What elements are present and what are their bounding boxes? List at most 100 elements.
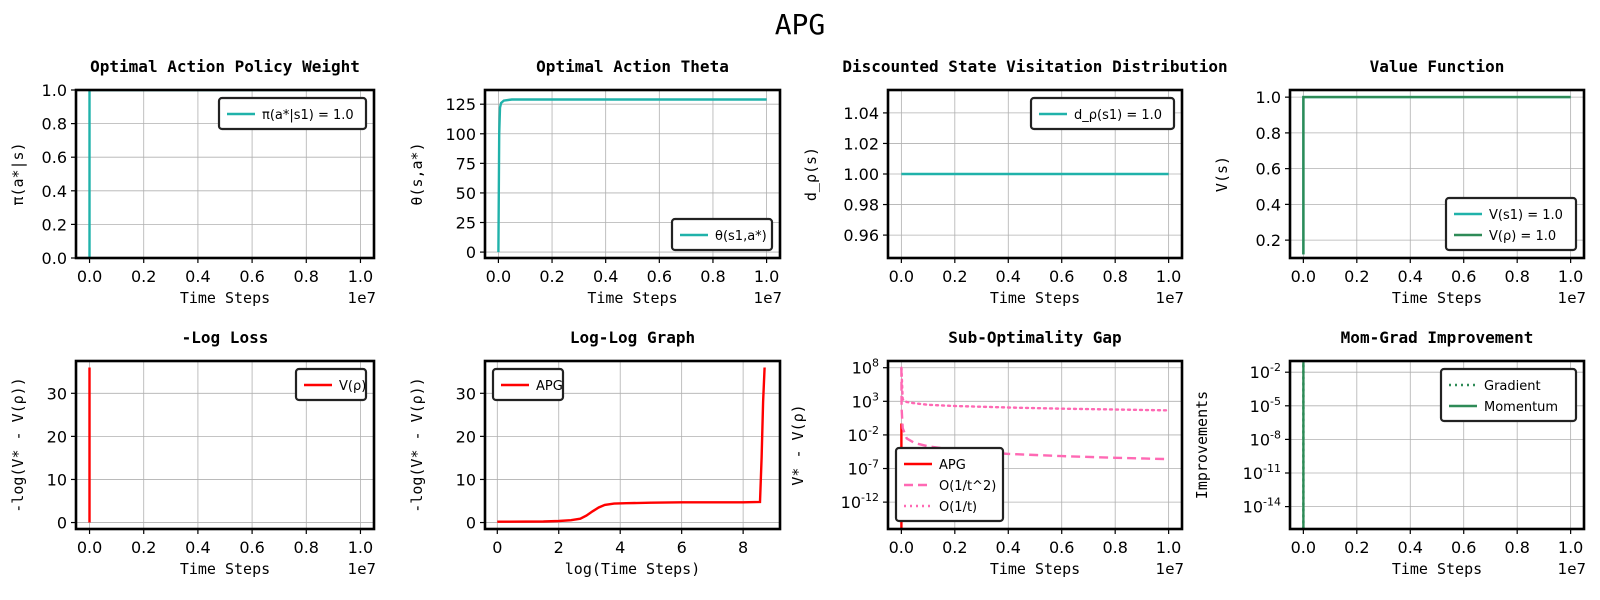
series-line	[497, 98, 767, 253]
y-tick-label: 75	[456, 154, 476, 173]
x-axis-label: Time Steps	[1392, 289, 1482, 307]
subplot-1: 0.0 0.2 0.4 0.6 0.8 1.0 0.0 0.2 0.4 0.6 0.8 1.0 Opti…	[9, 57, 376, 307]
x-tick-label: 0.6	[1049, 267, 1074, 286]
y-tick-label: 125	[445, 95, 476, 114]
x-axis-label: log(Time Steps)	[565, 560, 700, 578]
x-tick-label: 0.4	[1398, 267, 1423, 286]
x-tick-label: 0.8	[294, 538, 319, 557]
y-tick-label: 100	[445, 125, 476, 144]
subplot-7: 0.0 0.2 0.4 0.6 0.8 1.0 108 103 10-2 10-7 10-12 Sub…	[789, 328, 1184, 578]
y-tick-label: 0	[57, 514, 67, 533]
y-tick-label: 1.00	[843, 165, 879, 184]
x-tick-label: 0.0	[889, 538, 914, 557]
legend-label: V(ρ) = 1.0	[1489, 229, 1556, 244]
x-tick-label: 0.0	[486, 267, 511, 286]
legend: V(s1) = 1.0 V(ρ) = 1.0	[1444, 196, 1578, 252]
subplot-title: Log-Log Graph	[570, 328, 695, 347]
y-tick-label: 0.98	[843, 196, 879, 215]
legend-box	[1444, 196, 1578, 252]
figure-title: APG	[775, 8, 826, 41]
y-axis-label: -log(V* - V(ρ))	[9, 377, 27, 512]
series-line	[497, 367, 766, 523]
plot-frame	[483, 359, 782, 531]
y-tick-label: 0.2	[42, 215, 67, 234]
y-axis-label: V(s)	[1213, 156, 1231, 192]
legend: APG O(1/t^2) O(1/t)	[894, 446, 1005, 523]
x-axis-multiplier: 1e7	[754, 289, 782, 307]
legend-label: O(1/t^2)	[939, 479, 996, 494]
x-tick-label: 0.4	[593, 267, 618, 286]
x-tick-label: 0.8	[1102, 538, 1127, 557]
x-tick-label: 0.4	[185, 538, 210, 557]
x-axis-multiplier: 1e7	[1558, 560, 1586, 578]
x-tick-label: 0.6	[239, 538, 264, 557]
x-axis-multiplier: 1e7	[348, 289, 376, 307]
y-tick-label: 10-2	[848, 424, 879, 445]
x-tick-label: 1.0	[1558, 538, 1583, 557]
legend-box	[1029, 96, 1176, 131]
x-tick-label: 0.8	[700, 267, 725, 286]
y-tick-label: 0.4	[1256, 195, 1281, 214]
y-tick-label: 10-11	[1243, 462, 1281, 483]
y-tick-label: 20	[47, 427, 67, 446]
x-tick-label: 0.8	[1504, 267, 1529, 286]
y-tick-label: 1.0	[42, 81, 67, 100]
y-tick-label: 1.04	[843, 104, 879, 123]
y-tick-label: 1.0	[1256, 88, 1281, 107]
y-tick-label: 0	[466, 514, 476, 533]
y-tick-label: 10-8	[1250, 428, 1281, 449]
x-axis-label: Time Steps	[180, 560, 270, 578]
y-tick-label: 103	[852, 390, 879, 411]
y-axis-label: Improvements	[1193, 391, 1211, 499]
y-tick-label: 0.6	[1256, 160, 1281, 179]
x-tick-label: 0.4	[1398, 538, 1423, 557]
y-tick-label: 0.8	[42, 115, 67, 134]
x-tick-label: 0.6	[1451, 267, 1476, 286]
subplot-title: -Log Loss	[182, 328, 269, 347]
x-axis-label: Time Steps	[1392, 560, 1482, 578]
y-tick-label: 0.96	[843, 226, 879, 245]
x-axis-multiplier: 1e7	[1156, 560, 1184, 578]
y-axis-label: V* - V(ρ)	[789, 404, 807, 485]
y-tick-label: 0	[466, 243, 476, 262]
subplot-5: 0.0 0.2 0.4 0.6 0.8 1.0 0 10 20 30 -Log Loss Time S…	[9, 328, 376, 578]
legend-label: APG	[939, 458, 966, 473]
y-tick-label: 30	[47, 384, 67, 403]
x-tick-label: 2	[554, 538, 564, 557]
x-tick-label: 0.4	[185, 267, 210, 286]
y-tick-label: 10-5	[1250, 395, 1281, 416]
x-tick-label: 0.0	[1291, 538, 1316, 557]
x-tick-label: 0.8	[1102, 267, 1127, 286]
legend: APG	[491, 367, 565, 402]
x-axis-label: Time Steps	[587, 289, 677, 307]
plot-frame	[1288, 88, 1586, 260]
x-tick-label: 0.0	[889, 267, 914, 286]
legend-box	[894, 446, 1005, 523]
y-tick-label: 10-12	[841, 491, 879, 512]
x-axis-multiplier: 1e7	[348, 560, 376, 578]
legend-label: θ(s1,a*)	[715, 229, 767, 244]
y-tick-label: 108	[852, 357, 879, 378]
subplot-title: Mom-Grad Improvement	[1341, 328, 1534, 347]
y-axis-label: π(a*|s)	[9, 142, 27, 205]
y-tick-label: 0.0	[42, 249, 67, 268]
subplot-title: Optimal Action Policy Weight	[90, 57, 360, 76]
y-tick-label: 0.2	[1256, 231, 1281, 250]
x-tick-label: 0.8	[294, 267, 319, 286]
x-tick-label: 0	[492, 538, 502, 557]
subplot-title: Value Function	[1370, 57, 1505, 76]
x-tick-label: 0.0	[77, 267, 102, 286]
legend: π(a*|s1) = 1.0	[217, 96, 368, 131]
legend-box	[670, 217, 774, 252]
subplot-title: Optimal Action Theta	[536, 57, 729, 76]
x-tick-label: 1.0	[1156, 538, 1181, 557]
plot-frame	[1288, 359, 1586, 531]
x-axis-label: Time Steps	[180, 289, 270, 307]
x-tick-label: 0.0	[77, 538, 102, 557]
legend-label: O(1/t)	[939, 500, 977, 515]
y-tick-label: 10	[456, 470, 476, 489]
legend: d_ρ(s1) = 1.0	[1029, 96, 1176, 131]
y-axis-label: d_ρ(s)	[802, 147, 820, 201]
legend-label: APG	[536, 379, 563, 394]
x-axis-multiplier: 1e7	[1558, 289, 1586, 307]
